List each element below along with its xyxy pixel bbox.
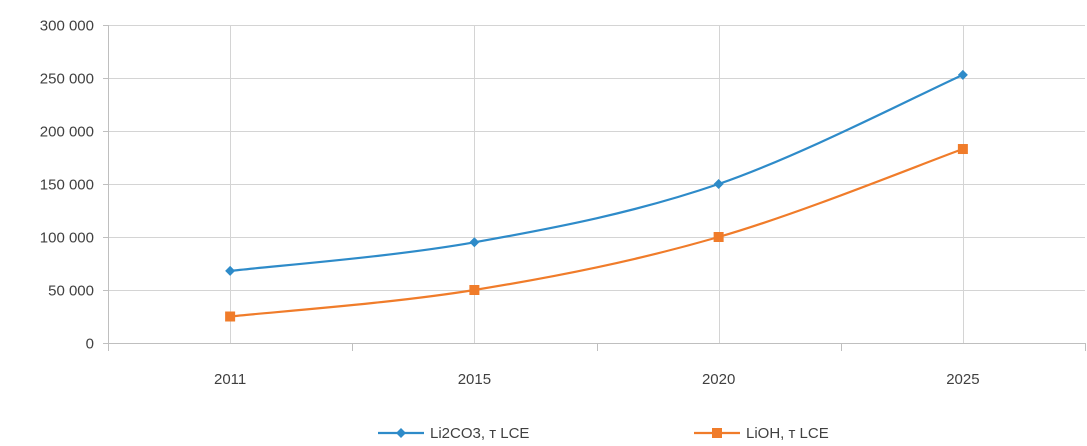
data-point: [469, 237, 480, 248]
legend-swatch-marker: [712, 428, 722, 438]
series-line: [230, 147, 964, 318]
y-tick-label: 200 000: [40, 124, 94, 141]
data-point: [957, 69, 968, 80]
series-line: [229, 73, 964, 273]
series-1: [225, 144, 968, 322]
legend-item-0: Li2CO3, т LCE: [378, 425, 529, 442]
grid-layer: [108, 25, 1085, 343]
data-point: [957, 144, 968, 155]
series-layer: [225, 69, 968, 322]
y-tick-label: 150 000: [40, 177, 94, 194]
series-0: [225, 69, 968, 276]
data-point: [469, 285, 480, 295]
legend: Li2CO3, т LCE LiOH, т LCE: [378, 425, 829, 442]
legend-item-1: LiOH, т LCE: [694, 425, 829, 442]
y-tick-label: 300 000: [40, 18, 94, 35]
x-tick-label: 2011: [214, 371, 246, 388]
legend-label: LiOH, т LCE: [746, 425, 829, 442]
axis-layer: 0 50 000 100 000 150 000 200 000 250 000 300 0…: [40, 18, 1086, 388]
legend-swatch-marker: [396, 428, 406, 438]
y-tick-label: 250 000: [40, 71, 94, 88]
data-point: [713, 179, 724, 189]
legend-label: Li2CO3, т LCE: [430, 425, 529, 442]
data-point: [713, 232, 724, 242]
data-point: [225, 311, 236, 322]
y-tick-label: 0: [86, 336, 94, 353]
x-tick-label: 2020: [702, 371, 735, 388]
x-tick-label: 2025: [946, 371, 979, 388]
y-tick-label: 50 000: [48, 283, 94, 300]
x-tick-label: 2015: [458, 371, 491, 388]
y-tick-label: 100 000: [40, 230, 94, 247]
data-point: [225, 265, 236, 276]
